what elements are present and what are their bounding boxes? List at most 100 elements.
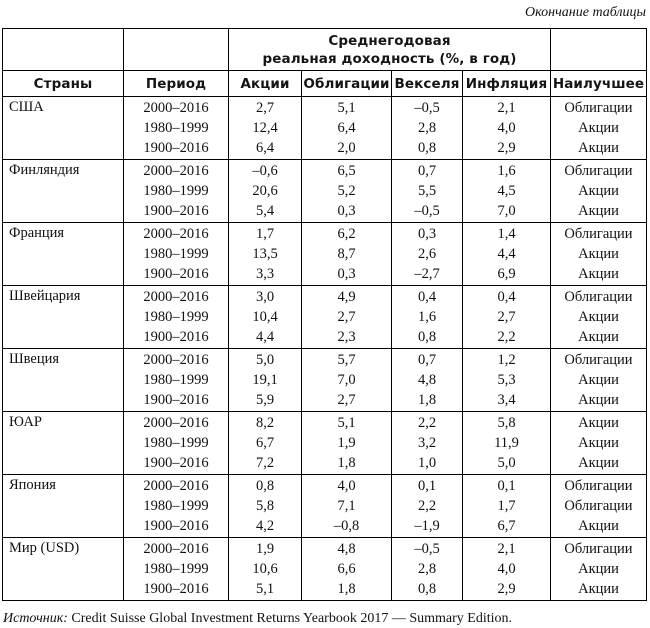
- inflation-cell: 7,0: [462, 201, 551, 223]
- bonds-cell: 4,9: [301, 285, 392, 307]
- inflation-cell: 0,1: [462, 474, 551, 496]
- best-cell: Облигации: [550, 96, 647, 118]
- bonds-cell: 6,2: [301, 222, 392, 244]
- table-row: Финляндия 2000–2016 –0,6 6,5 0,7 1,6 Облигации: [2, 159, 647, 223]
- period-cell: 1900–2016: [123, 264, 229, 286]
- period-cell: 1980–1999: [123, 307, 229, 327]
- best-cell: Акции: [550, 138, 647, 160]
- table-header: Среднегодовая реальная доходность (%, в …: [2, 28, 647, 97]
- best-cell: Акции: [550, 516, 647, 538]
- bonds-cell: 5,1: [301, 411, 392, 433]
- inflation-cell: 5,8: [462, 411, 551, 433]
- column-header-period: Период: [123, 70, 229, 97]
- bills-cell: 5,5: [391, 181, 463, 201]
- table-row: ЮАР 2000–2016 8,2 5,1 2,2 5,8 Акции: [2, 411, 647, 475]
- stocks-cell: –0,6: [228, 159, 302, 181]
- inflation-cell: 5,3: [462, 370, 551, 390]
- period-cell: 2000–2016: [123, 159, 229, 181]
- country-cell: Швейцария: [2, 285, 124, 349]
- inflation-cell: 11,9: [462, 433, 551, 453]
- bonds-cell: 5,7: [301, 348, 392, 370]
- bills-cell: –0,5: [391, 201, 463, 223]
- inflation-cell: 4,5: [462, 181, 551, 201]
- stocks-cell: 1,9: [228, 537, 302, 559]
- source-text: Credit Suisse Global Investment Returns …: [71, 611, 513, 626]
- table-row: Швейцария 2000–2016 3,0 4,9 0,4 0,4 Облигации: [2, 285, 647, 349]
- country-group: Япония 2000–2016 0,8 4,0 0,1 0,1 Облигации 1980…: [2, 474, 647, 538]
- best-cell: Акции: [550, 579, 647, 601]
- bills-cell: 3,2: [391, 433, 463, 453]
- period-cell: 1980–1999: [123, 118, 229, 138]
- inflation-cell: 6,9: [462, 264, 551, 286]
- period-cell: 1980–1999: [123, 433, 229, 453]
- stocks-cell: 1,7: [228, 222, 302, 244]
- best-cell: Акции: [550, 244, 647, 264]
- stocks-cell: 13,5: [228, 244, 302, 264]
- table-row: 1900–2016 5,4 0,3 –0,5 7,0 Акции: [3, 201, 647, 223]
- country-cell: Швеция: [2, 348, 124, 412]
- bonds-cell: 4,8: [301, 537, 392, 559]
- best-cell: Акции: [550, 559, 647, 579]
- table-row: 1900–2016 5,9 2,7 1,8 3,4 Акции: [3, 390, 647, 412]
- best-cell: Акции: [550, 411, 647, 433]
- bills-cell: 2,2: [391, 496, 463, 516]
- stocks-cell: 2,7: [228, 96, 302, 118]
- column-header-bonds: Облигации: [301, 70, 392, 97]
- stocks-cell: 3,0: [228, 285, 302, 307]
- stocks-cell: 5,9: [228, 390, 302, 412]
- period-cell: 2000–2016: [123, 474, 229, 496]
- inflation-cell: 2,1: [462, 537, 551, 559]
- bonds-cell: 2,3: [301, 327, 392, 349]
- best-cell: Облигации: [550, 285, 647, 307]
- stocks-cell: 6,7: [228, 433, 302, 453]
- column-header-inflation: Инфляция: [462, 70, 551, 97]
- country-group: Финляндия 2000–2016 –0,6 6,5 0,7 1,6 Облигации…: [2, 159, 647, 223]
- stocks-cell: 20,6: [228, 181, 302, 201]
- empty-header-cell: [550, 28, 647, 71]
- bills-cell: 0,8: [391, 327, 463, 349]
- source-label: Источник:: [3, 611, 68, 626]
- table-row: Швеция 2000–2016 5,0 5,7 0,7 1,2 Облигации: [2, 348, 647, 412]
- period-cell: 2000–2016: [123, 411, 229, 433]
- stocks-cell: 8,2: [228, 411, 302, 433]
- period-cell: 1980–1999: [123, 181, 229, 201]
- bills-cell: –0,5: [391, 537, 463, 559]
- table-row: 1980–1999 13,5 8,7 2,6 4,4 Акции: [3, 244, 647, 264]
- country-cell: Франция: [2, 222, 124, 286]
- table-row: 1900–2016 4,2 –0,8 –1,9 6,7 Акции: [3, 516, 647, 538]
- inflation-cell: 4,0: [462, 118, 551, 138]
- bonds-cell: 1,9: [301, 433, 392, 453]
- inflation-cell: 2,2: [462, 327, 551, 349]
- stocks-cell: 5,4: [228, 201, 302, 223]
- bills-cell: 4,8: [391, 370, 463, 390]
- bills-cell: 0,3: [391, 222, 463, 244]
- stocks-cell: 4,2: [228, 516, 302, 538]
- country-cell: Мир (USD): [2, 537, 124, 601]
- stocks-cell: 5,0: [228, 348, 302, 370]
- bills-cell: 0,7: [391, 348, 463, 370]
- best-cell: Акции: [550, 453, 647, 475]
- stocks-cell: 3,3: [228, 264, 302, 286]
- stocks-cell: 5,8: [228, 496, 302, 516]
- table-row: 1980–1999 10,4 2,7 1,6 2,7 Акции: [3, 307, 647, 327]
- period-cell: 1900–2016: [123, 327, 229, 349]
- stocks-cell: 0,8: [228, 474, 302, 496]
- bills-cell: –1,9: [391, 516, 463, 538]
- inflation-cell: 5,0: [462, 453, 551, 475]
- inflation-cell: 4,0: [462, 559, 551, 579]
- bonds-cell: 2,7: [301, 390, 392, 412]
- best-cell: Акции: [550, 433, 647, 453]
- best-cell: Акции: [550, 181, 647, 201]
- best-cell: Облигации: [550, 222, 647, 244]
- period-cell: 1980–1999: [123, 244, 229, 264]
- inflation-cell: 0,4: [462, 285, 551, 307]
- inflation-cell: 2,7: [462, 307, 551, 327]
- bonds-cell: 8,7: [301, 244, 392, 264]
- table-continuation-note: Окончание таблицы: [525, 5, 646, 20]
- country-group: ЮАР 2000–2016 8,2 5,1 2,2 5,8 Акции 1980–1999 6,…: [2, 411, 647, 475]
- table-row: Франция 2000–2016 1,7 6,2 0,3 1,4 Облигации: [2, 222, 647, 286]
- country-cell: ЮАР: [2, 411, 124, 475]
- stocks-cell: 7,2: [228, 453, 302, 475]
- bonds-cell: 2,7: [301, 307, 392, 327]
